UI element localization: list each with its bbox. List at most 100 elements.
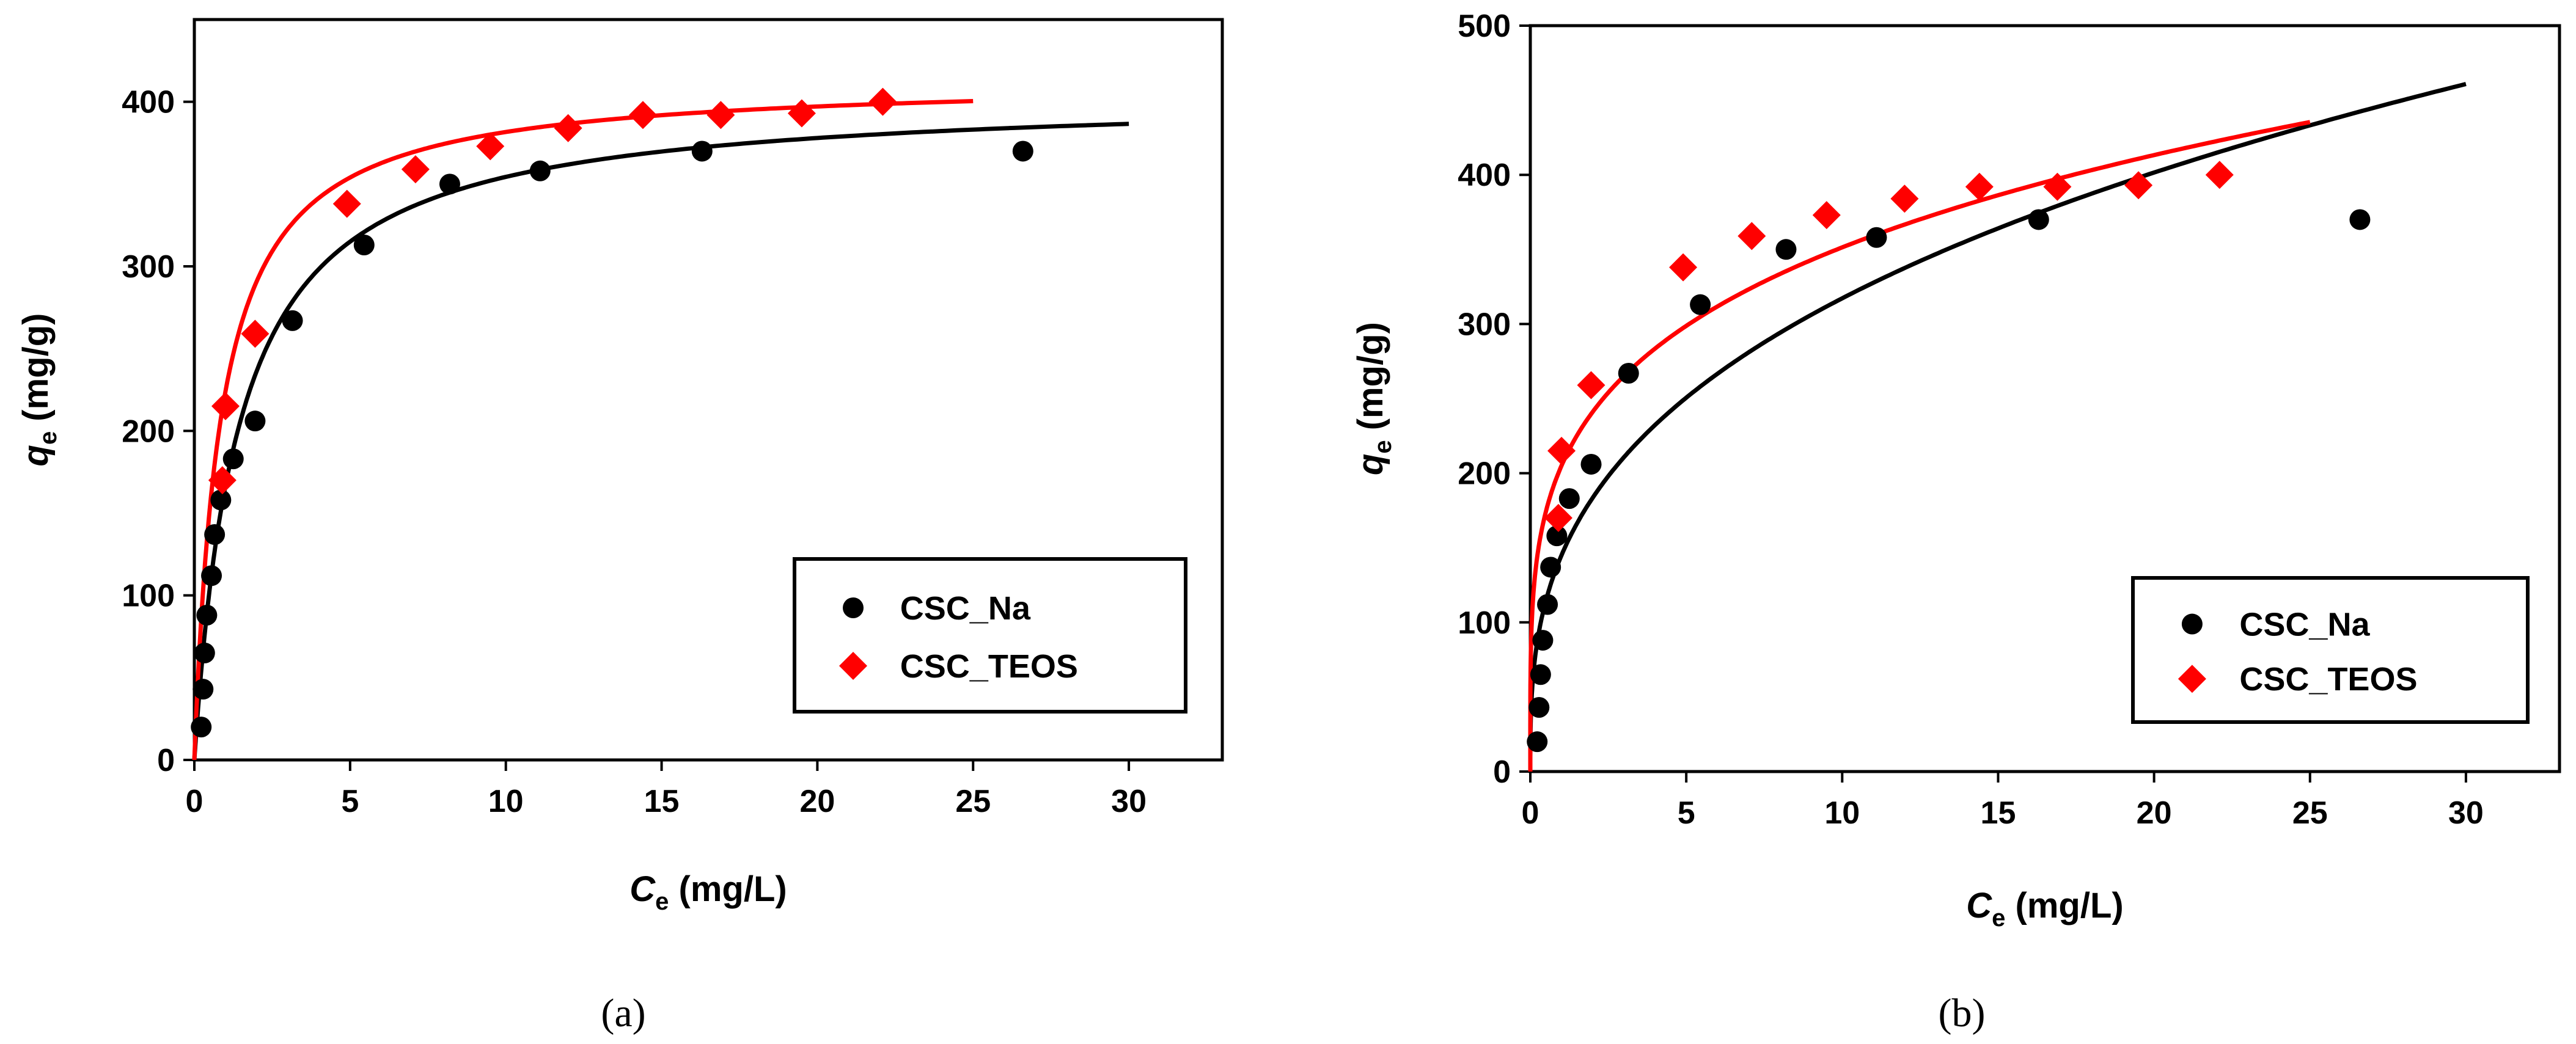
data-point-csc-na: [196, 604, 218, 626]
y-tick-label: 200: [122, 414, 175, 449]
data-point-csc-na: [1540, 557, 1561, 578]
data-point-csc-na: [1558, 488, 1580, 509]
data-point-csc-teos: [241, 319, 270, 348]
data-point-csc-teos: [628, 101, 657, 130]
data-point-csc-teos: [1890, 184, 1919, 213]
data-point-csc-na: [204, 524, 226, 546]
data-point-csc-na: [439, 173, 460, 195]
data-point-csc-na: [1537, 594, 1558, 615]
data-point-csc-na: [1527, 731, 1548, 753]
data-point-csc-na: [1580, 453, 1602, 475]
x-tick-label: 15: [644, 784, 680, 819]
x-tick-label: 5: [341, 784, 359, 819]
data-point-csc-teos: [868, 87, 897, 116]
data-point-csc-na: [353, 234, 375, 255]
legend-marker-csc-teos: [2178, 665, 2206, 693]
x-tick-label: 20: [799, 784, 835, 819]
x-tick-label: 15: [1981, 795, 2016, 831]
x-axis-label-subscript: e: [655, 888, 669, 915]
data-point-csc-teos: [332, 189, 361, 218]
data-point-csc-teos: [1965, 172, 1994, 201]
x-tick-label: 10: [1824, 795, 1860, 831]
data-point-csc-na: [1866, 227, 1887, 248]
data-point-csc-teos: [1669, 253, 1698, 282]
data-point-csc-na: [2028, 209, 2049, 230]
y-tick-label: 0: [1493, 754, 1511, 790]
data-point-csc-teos: [208, 466, 237, 495]
y-tick-label: 300: [122, 249, 175, 285]
legend-box: [793, 557, 1187, 714]
data-point-csc-teos: [2124, 171, 2153, 200]
x-tick-label: 30: [2448, 795, 2484, 831]
y-tick-label: 200: [1458, 456, 1511, 492]
y-tick-label: 300: [1458, 307, 1511, 342]
x-axis-label-symbol: C: [629, 869, 656, 909]
x-tick-label: 0: [186, 784, 204, 819]
data-point-csc-teos: [1547, 436, 1576, 465]
fit-curve-csc-teos: [192, 99, 974, 762]
x-axis-label-units: (mg/L): [2005, 886, 2123, 925]
data-point-csc-na: [691, 141, 713, 162]
data-point-csc-teos: [476, 132, 505, 161]
data-point-csc-na: [201, 565, 222, 586]
data-point-csc-na: [1775, 239, 1797, 260]
data-point-csc-na: [1690, 294, 1711, 315]
y-axis-label: qe (mg/g): [16, 313, 62, 467]
data-point-csc-na: [1530, 664, 1551, 685]
x-tick-label: 25: [2292, 795, 2328, 831]
legend-label: CSC_TEOS: [2239, 661, 2417, 698]
legend-marker-csc-na: [843, 597, 864, 618]
x-axis-label: Ce (mg/L): [1966, 886, 2123, 932]
legend-box: [2131, 576, 2530, 724]
data-point-csc-na: [529, 160, 551, 181]
legend-label: CSC_TEOS: [900, 648, 1078, 685]
data-point-csc-teos: [1544, 503, 1572, 532]
data-point-csc-na: [210, 489, 232, 511]
y-axis-label-symbol: q: [1351, 454, 1390, 475]
x-tick-label: 0: [1522, 795, 1539, 831]
data-point-csc-teos: [706, 101, 735, 130]
x-axis-label-subscript: e: [1992, 905, 2005, 932]
y-tick-label: 100: [1458, 605, 1511, 641]
data-point-csc-na: [2349, 209, 2371, 230]
x-tick-label: 10: [488, 784, 524, 819]
x-tick-label: 5: [1678, 795, 1695, 831]
x-tick-label: 20: [2137, 795, 2172, 831]
data-point-csc-teos: [2205, 161, 2234, 189]
data-point-csc-teos: [401, 155, 430, 184]
data-point-csc-teos: [554, 114, 582, 142]
y-axis-label-units: (mg/g): [16, 313, 56, 431]
x-tick-label: 30: [1111, 784, 1147, 819]
data-point-csc-na: [1546, 525, 1568, 547]
legend-marker-csc-teos: [839, 652, 867, 680]
plot-frame: [1528, 24, 2561, 773]
data-point-csc-na: [1618, 362, 1639, 384]
data-point-csc-na: [194, 642, 215, 663]
x-tick-label: 25: [955, 784, 991, 819]
data-point-csc-na: [191, 717, 212, 738]
y-tick-label: 400: [1458, 158, 1511, 193]
data-point-csc-na: [244, 411, 266, 432]
y-tick-label: 0: [157, 743, 175, 778]
panel-caption: (a): [601, 991, 645, 1035]
data-point-csc-na: [222, 448, 244, 470]
x-axis-label-symbol: C: [1966, 886, 1992, 925]
data-point-csc-na: [1528, 696, 1550, 718]
data-point-csc-teos: [1577, 371, 1605, 400]
data-point-csc-teos: [787, 99, 816, 128]
data-point-csc-teos: [2043, 172, 2072, 201]
y-tick-label: 400: [122, 85, 175, 120]
y-axis-label-subscript: e: [35, 431, 62, 445]
data-point-csc-teos: [1812, 201, 1841, 230]
y-axis-label-symbol: q: [16, 445, 56, 466]
y-axis-label: qe (mg/g): [1351, 322, 1396, 475]
fit-curve-csc-na: [192, 122, 1129, 762]
data-point-csc-na: [1012, 141, 1033, 162]
legend-marker-csc-na: [2181, 613, 2203, 635]
x-axis-label-units: (mg/L): [669, 869, 787, 909]
legend-label: CSC_Na: [900, 590, 1031, 627]
data-point-csc-teos: [211, 392, 240, 420]
